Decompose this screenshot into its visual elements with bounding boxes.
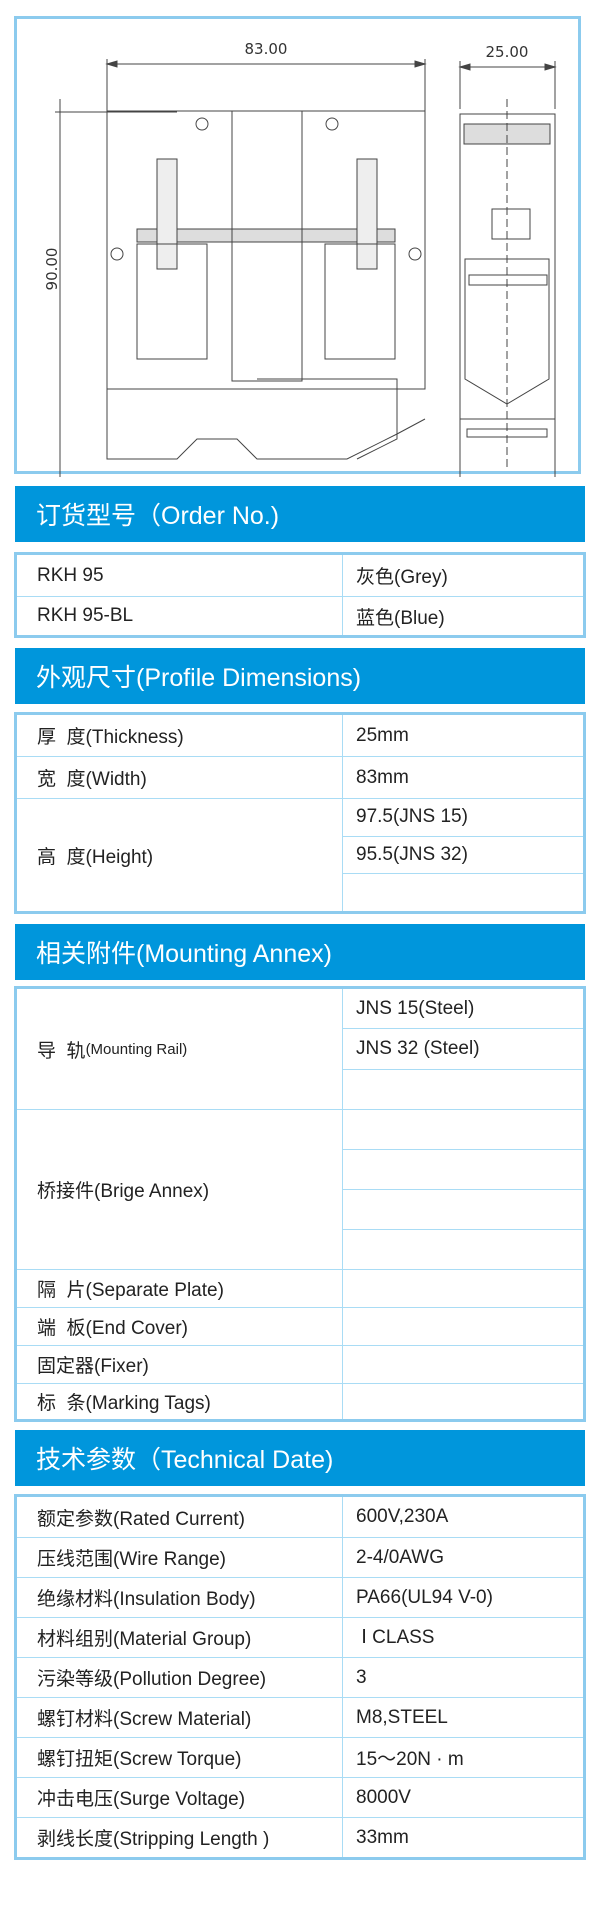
param-label: 压线范围(Wire Range) bbox=[17, 1538, 343, 1577]
table-row: 标 条(Marking Tags) bbox=[17, 1383, 583, 1419]
width-dimension: 83.00 bbox=[105, 40, 427, 199]
param-value: M8,STEEL bbox=[356, 1706, 448, 1728]
color-cell: 灰色(Grey) bbox=[356, 567, 448, 588]
table-row: 导 轨 (Mounting Rail) JNS 15(Steel) JNS 32 … bbox=[17, 989, 583, 1109]
profile-title: 外观尺寸(Profile Dimensions) bbox=[36, 664, 362, 692]
height-label: 高 度(Height) bbox=[17, 799, 343, 911]
table-row: 螺钉材料(Screw Material) M8,STEEL bbox=[17, 1697, 583, 1737]
table-row: 高 度(Height) 97.5(JNS 15) 95.5(JNS 32) bbox=[17, 798, 583, 911]
table-row: 绝缘材料(Insulation Body) PA66(UL94 V-0) bbox=[17, 1577, 583, 1617]
separate-label: 隔 片(Separate Plate) bbox=[17, 1270, 343, 1307]
bridge-label: 桥接件(Brige Annex) bbox=[17, 1110, 343, 1269]
order-header: 订货型号（Order No.) bbox=[15, 486, 585, 542]
rail-label-cn: 导 轨 bbox=[37, 1040, 86, 1062]
height-value: 95.5(JNS 32) bbox=[343, 835, 583, 874]
param-value: 33mm bbox=[356, 1826, 409, 1848]
param-value: 3 bbox=[356, 1666, 367, 1688]
annex-table: 导 轨 (Mounting Rail) JNS 15(Steel) JNS 32 … bbox=[14, 986, 586, 1422]
param-value: 15～20N · m bbox=[356, 1749, 464, 1770]
technical-drawing: 83.00 25.00 90.00 bbox=[14, 16, 581, 477]
param-label: 污染等级(Pollution Degree) bbox=[17, 1658, 343, 1697]
height-label: 90.00 bbox=[43, 248, 61, 291]
annex-title: 相关附件(Mounting Annex) bbox=[36, 940, 332, 968]
table-row: 螺钉扭矩(Screw Torque) 15～20N · m bbox=[17, 1737, 583, 1777]
tech-header: 技术参数（Technical Date) bbox=[15, 1430, 585, 1486]
param-label: 绝缘材料(Insulation Body) bbox=[17, 1578, 343, 1617]
order-title: 订货型号（Order No.) bbox=[36, 502, 280, 530]
param-label: 冲击电压(Surge Voltage) bbox=[17, 1778, 343, 1817]
table-row: 冲击电压(Surge Voltage) 8000V bbox=[17, 1777, 583, 1817]
thickness-label: 25.00 bbox=[486, 43, 529, 61]
width-label: 83.00 bbox=[245, 40, 288, 58]
model-cell: RKH 95 bbox=[17, 555, 343, 596]
table-row: 额定参数(Rated Current) 600V,230A bbox=[17, 1497, 583, 1537]
thickness-value: 25mm bbox=[356, 724, 409, 746]
order-table: RKH 95 灰色(Grey) RKH 95-BL 蓝色(Blue) bbox=[14, 552, 586, 638]
table-row: RKH 95 灰色(Grey) bbox=[17, 555, 583, 596]
front-view bbox=[106, 110, 426, 460]
table-row: 压线范围(Wire Range) 2-4/0AWG bbox=[17, 1537, 583, 1577]
height-value: 97.5(JNS 15) bbox=[356, 806, 468, 828]
table-row: 剥线长度(Stripping Length ) 33mm bbox=[17, 1817, 583, 1857]
table-row: 桥接件(Brige Annex) bbox=[17, 1109, 583, 1269]
height-value bbox=[343, 873, 583, 911]
param-value: PA66(UL94 V-0) bbox=[356, 1586, 493, 1608]
table-row: 隔 片(Separate Plate) bbox=[17, 1269, 583, 1307]
tech-title: 技术参数（Technical Date) bbox=[36, 1446, 334, 1474]
param-value: 8000V bbox=[356, 1786, 411, 1808]
table-row: 端 板(End Cover) bbox=[17, 1307, 583, 1345]
param-label: 额定参数(Rated Current) bbox=[17, 1497, 343, 1537]
param-label: 材料组别(Material Group) bbox=[17, 1618, 343, 1657]
annex-header: 相关附件(Mounting Annex) bbox=[15, 924, 585, 980]
fixer-label: 固定器(Fixer) bbox=[17, 1346, 343, 1383]
profile-header: 外观尺寸(Profile Dimensions) bbox=[15, 648, 585, 704]
table-row: 固定器(Fixer) bbox=[17, 1345, 583, 1383]
rail-label: 导 轨 (Mounting Rail) bbox=[17, 989, 343, 1109]
table-row: 材料组别(Material Group) Ⅰ CLASS bbox=[17, 1617, 583, 1657]
table-row: 厚 度(Thickness) 25mm bbox=[17, 715, 583, 756]
tech-table: 额定参数(Rated Current) 600V,230A 压线范围(Wire Ra… bbox=[14, 1494, 586, 1860]
model-cell: RKH 95-BL bbox=[17, 597, 343, 635]
rail-value bbox=[343, 1068, 583, 1109]
thickness-label: 厚 度(Thickness) bbox=[17, 715, 343, 756]
side-view bbox=[459, 99, 556, 477]
color-cell: 蓝色(Blue) bbox=[356, 607, 445, 629]
param-label: 螺钉材料(Screw Material) bbox=[17, 1698, 343, 1737]
table-row: RKH 95-BL 蓝色(Blue) bbox=[17, 596, 583, 635]
thickness-dimension: 25.00 bbox=[458, 43, 557, 109]
rail-label-en: (Mounting Rail) bbox=[85, 1040, 188, 1058]
rail-value: JNS 15(Steel) bbox=[356, 997, 475, 1019]
width-label: 宽 度(Width) bbox=[17, 757, 343, 798]
end-cover-label: 端 板(End Cover) bbox=[17, 1308, 343, 1345]
height-dimension: 90.00 bbox=[43, 98, 177, 477]
width-value: 83mm bbox=[356, 766, 409, 788]
param-value: 2-4/0AWG bbox=[356, 1546, 444, 1568]
profile-table: 厚 度(Thickness) 25mm 宽 度(Width) 83mm 高 度(… bbox=[14, 712, 586, 914]
param-label: 螺钉扭矩(Screw Torque) bbox=[17, 1738, 343, 1777]
param-value: Ⅰ CLASS bbox=[356, 1627, 435, 1648]
rail-value: JNS 32 (Steel) bbox=[343, 1028, 583, 1068]
terminal-block-drawing: 83.00 25.00 90.00 bbox=[43, 40, 557, 477]
marking-label: 标 条(Marking Tags) bbox=[17, 1384, 343, 1419]
table-row: 宽 度(Width) 83mm bbox=[17, 756, 583, 798]
table-row: 污染等级(Pollution Degree) 3 bbox=[17, 1657, 583, 1697]
param-value: 600V,230A bbox=[356, 1506, 449, 1527]
param-label: 剥线长度(Stripping Length ) bbox=[17, 1818, 343, 1857]
